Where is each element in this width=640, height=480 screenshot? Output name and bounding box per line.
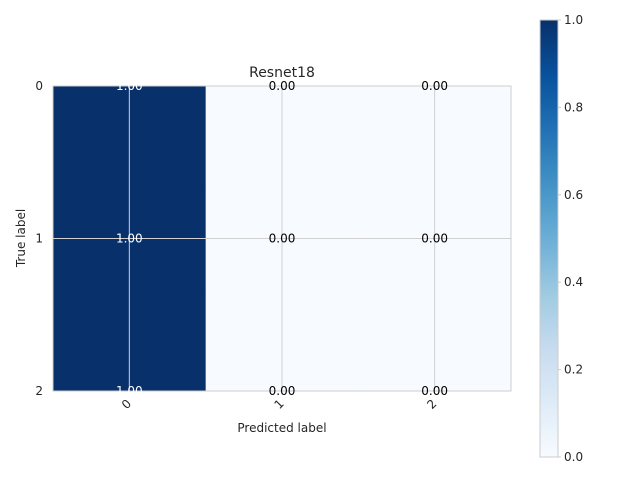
- colorbar-tick-label: 1.0: [564, 13, 583, 27]
- x-axis-label: Predicted label: [237, 421, 326, 435]
- colorbar: [539, 19, 559, 458]
- cell-label-1-0: 1.00: [116, 232, 143, 246]
- y-tick-label-2: 2: [35, 384, 43, 398]
- cell-label-2-2: 0.00: [421, 384, 448, 398]
- colorbar-tick-label: 0.4: [564, 275, 583, 289]
- y-tick-label-0: 0: [35, 79, 43, 93]
- colorbar-tick-labels: 0.0 0.2 0.4 0.6 0.8 1.0: [558, 13, 583, 464]
- cell-label-0-1: 0.00: [269, 79, 296, 93]
- x-tick-labels: 0 1 2: [119, 397, 440, 412]
- cell-label-0-2: 0.00: [421, 79, 448, 93]
- colorbar-tick-label: 0.2: [564, 363, 583, 377]
- chart-title: Resnet18: [249, 65, 315, 81]
- plot-frame: [52, 85, 512, 392]
- y-axis-label: True label: [14, 209, 28, 268]
- colorbar-tick-label: 0.6: [564, 188, 583, 202]
- x-tick-label-0: 0: [119, 397, 134, 412]
- y-tick-label-1: 1: [35, 232, 43, 246]
- colorbar-tick-label: 0.8: [564, 100, 583, 114]
- cell-labels: 1.00 0.00 0.00 1.00 0.00 0.00 1.00 0.00 0.00: [116, 79, 448, 398]
- x-tick-label-1: 1: [272, 397, 287, 412]
- y-tick-labels: 0 1 2: [35, 79, 43, 398]
- cell-label-0-0: 1.00: [116, 79, 143, 93]
- cell-label-1-2: 0.00: [421, 232, 448, 246]
- cell-label-2-1: 0.00: [269, 384, 296, 398]
- cell-label-1-1: 0.00: [269, 232, 296, 246]
- x-tick-label-2: 2: [424, 397, 439, 412]
- colorbar-tick-label: 0.0: [564, 450, 583, 464]
- cell-label-2-0: 1.00: [116, 384, 143, 398]
